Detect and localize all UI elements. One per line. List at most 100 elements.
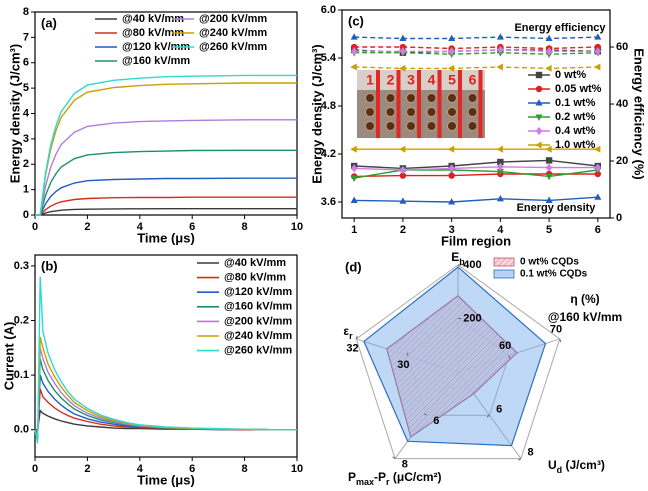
x-tick-label: 2 — [400, 224, 406, 236]
y-tick-label: 5 — [23, 82, 29, 94]
inset-stripe — [478, 70, 483, 138]
y-tick-label: 0.0 — [14, 424, 29, 436]
inset-stripe — [458, 70, 462, 138]
marker — [350, 145, 357, 153]
series-line — [35, 208, 297, 216]
marker — [497, 45, 504, 55]
label-part: (J/cm³) — [562, 458, 605, 472]
series-line — [354, 166, 598, 171]
label-part: (μC/cm²) — [390, 470, 442, 484]
label-part: r — [386, 477, 390, 487]
legend-label: 1.0 wt% — [555, 139, 596, 151]
marker — [593, 145, 601, 153]
x-tick-label: 0 — [32, 463, 38, 475]
marker — [447, 145, 455, 153]
y-tick-label: 8 — [23, 6, 29, 18]
series-line — [35, 196, 297, 216]
marker — [545, 34, 553, 42]
legend-label: 0.05 wt% — [555, 83, 602, 95]
radar-tick-label: 6 — [433, 415, 439, 427]
y-tick-label: 0 — [23, 209, 29, 221]
marker — [350, 33, 358, 40]
panel-label: (a) — [41, 15, 57, 30]
radar-area — [386, 295, 518, 438]
legend-label: @80 kV/mm — [224, 272, 286, 284]
legend-marker — [535, 126, 543, 136]
inset-label: 5 — [448, 72, 456, 88]
marker — [545, 173, 553, 181]
inset-stripe — [437, 70, 442, 138]
legend-label: 0.1 wt% CQDs — [520, 269, 588, 280]
x-tick-label: 3 — [449, 224, 455, 236]
radar-tick-label: 30 — [397, 359, 409, 371]
marker — [496, 194, 504, 202]
marker — [594, 163, 602, 172]
marker — [594, 193, 602, 200]
radar-area — [363, 266, 547, 447]
radar-tick-label: 400 — [463, 259, 481, 271]
series-line — [35, 74, 297, 216]
inset-stripe — [376, 70, 380, 138]
marker — [594, 33, 602, 40]
y-tick-label: 7 — [23, 31, 29, 43]
marker — [399, 64, 406, 72]
series-line — [354, 169, 598, 179]
y-tick-label: 1 — [23, 184, 29, 196]
x-tick-label: 5 — [546, 224, 552, 236]
legend-label: @260 kV/mm — [199, 41, 267, 53]
x-tick-label: 1 — [351, 224, 357, 236]
marker — [594, 43, 602, 51]
marker — [496, 145, 503, 153]
series-line — [34, 388, 297, 435]
x-tick-label: 8 — [242, 463, 248, 475]
marker — [350, 196, 358, 203]
series-line — [354, 36, 598, 40]
inset-sample — [426, 107, 437, 117]
x-tick-label: 8 — [242, 221, 248, 233]
series-line — [34, 276, 297, 444]
series-line — [354, 159, 598, 170]
legend-label: 0.1 wt% — [555, 97, 596, 109]
inset-sample — [385, 93, 396, 103]
y-tick-label: 5.4 — [321, 52, 337, 64]
label-part: η (%) — [570, 292, 599, 306]
legend-swatch — [493, 269, 515, 279]
marker — [350, 63, 357, 71]
radar-tick — [508, 355, 511, 359]
label-part: U — [548, 458, 557, 472]
x-tick-label: 6 — [595, 224, 601, 236]
radar-tick-label: 8 — [402, 458, 408, 470]
legend-label: @200 kV/mm — [199, 13, 267, 25]
marker — [496, 33, 504, 40]
inset-label: 4 — [428, 72, 436, 88]
plot-frame — [34, 254, 298, 458]
y-tick-label: 0.3 — [14, 260, 29, 272]
inset-sample — [365, 121, 375, 131]
radar-tick — [392, 456, 396, 459]
y-tick-label: 2 — [23, 158, 29, 170]
inset-sample — [406, 107, 416, 117]
marker — [594, 47, 602, 56]
label-part: P — [348, 470, 356, 484]
label-part: max — [356, 477, 374, 487]
legend-swatch — [493, 257, 515, 267]
legend-label: @120 kV/mm — [224, 286, 292, 298]
inset-sample — [365, 107, 375, 117]
radar-tick — [355, 335, 358, 340]
radar-axis-note: @160 kV/mm — [548, 310, 622, 324]
x-tick-label: 10 — [291, 221, 303, 233]
inset-sample — [385, 121, 396, 131]
marker — [496, 63, 503, 71]
y-axis-label: Energy density (J/cm³) — [7, 44, 22, 183]
radar-tick-label: 8 — [528, 447, 534, 459]
y-tick-label: 4.2 — [321, 148, 336, 160]
x-axis-label: Film region — [441, 233, 511, 248]
radar-tick-label: 60 — [499, 340, 511, 352]
legend-marker — [535, 114, 543, 121]
marker — [448, 47, 455, 56]
y-tick-label: 4.8 — [321, 100, 336, 112]
marker — [399, 43, 407, 51]
marker — [545, 47, 553, 56]
series-line — [354, 173, 598, 178]
marker — [350, 47, 358, 56]
